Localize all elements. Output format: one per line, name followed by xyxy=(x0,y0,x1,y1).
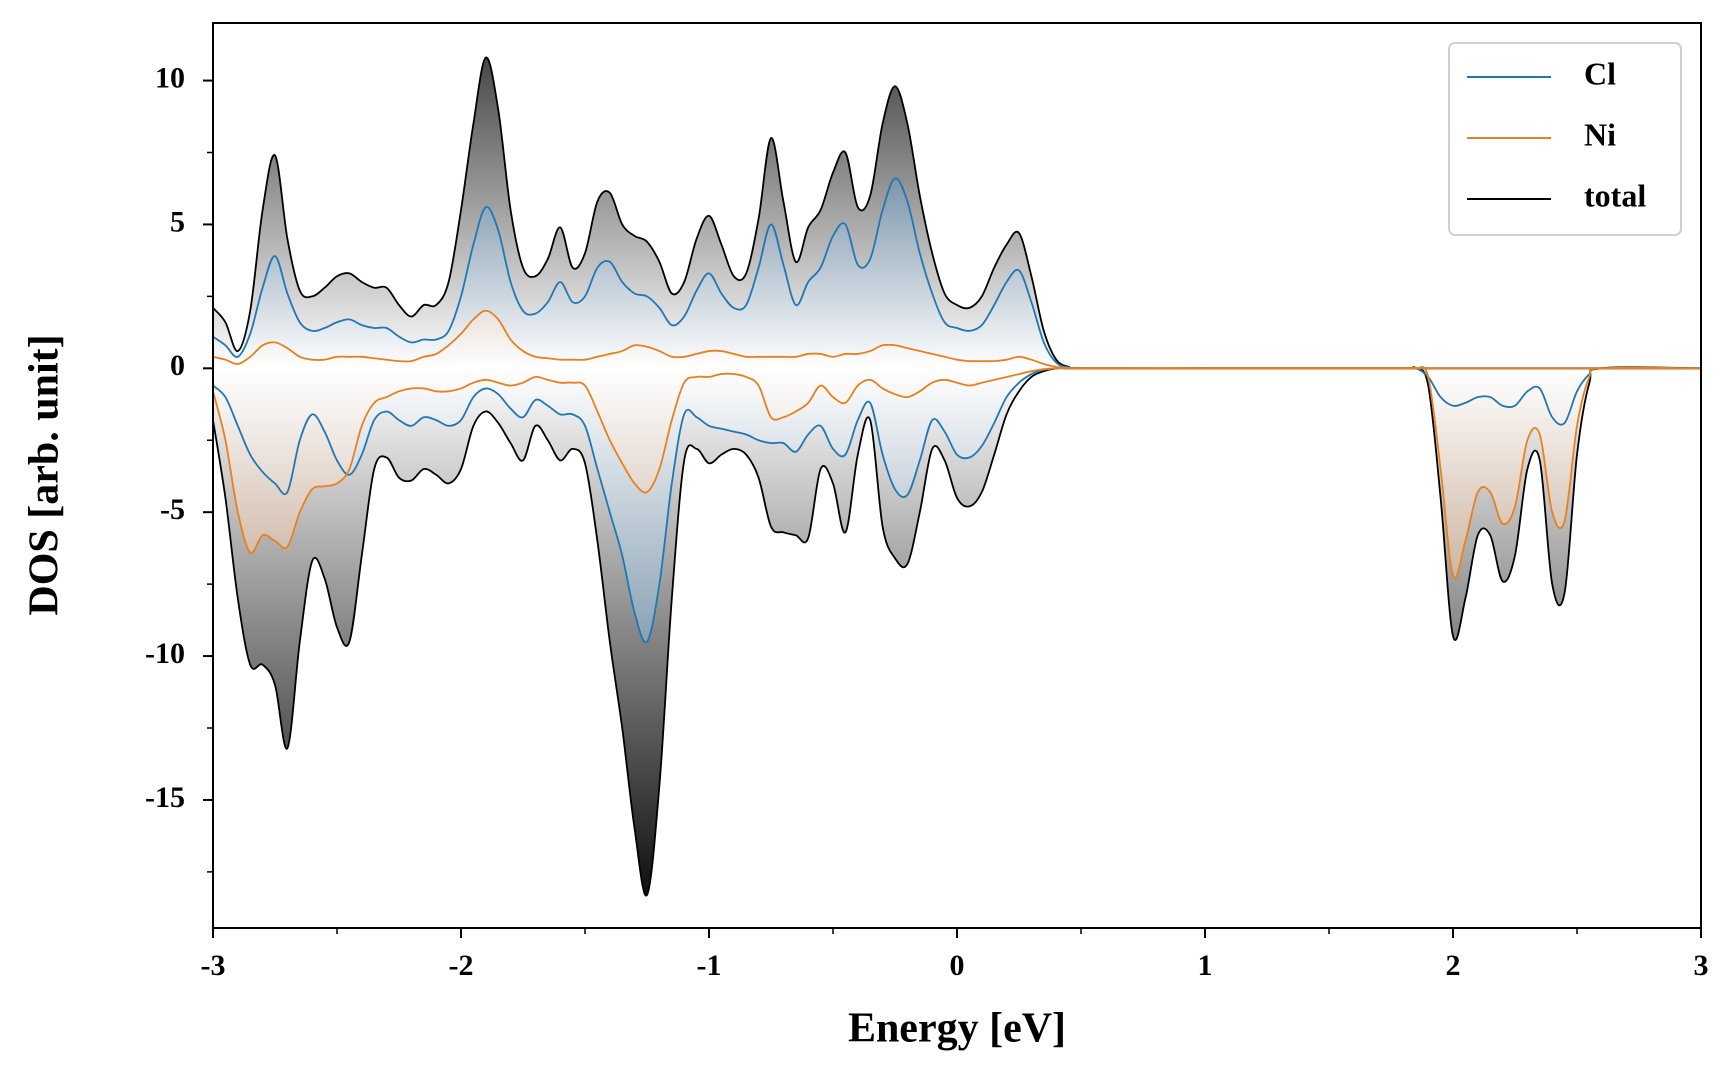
y-axis-label: DOS [arb. unit] xyxy=(22,334,68,615)
legend: Cl Ni total xyxy=(1448,42,1682,236)
legend-box xyxy=(1448,42,1682,236)
x-tick-label: 3 xyxy=(1694,949,1709,982)
x-tick-label: -2 xyxy=(449,949,474,982)
x-tick-label: 0 xyxy=(950,949,965,982)
x-tick-label: 1 xyxy=(1198,949,1213,982)
y-tick-label: -5 xyxy=(160,493,185,526)
y-tick-label: 10 xyxy=(155,61,185,94)
dos-fill xyxy=(213,366,1701,579)
plot-area xyxy=(213,56,1701,897)
y-tick-label: 0 xyxy=(170,349,185,382)
x-tick-label: -3 xyxy=(201,949,226,982)
legend-label: Cl xyxy=(1584,55,1616,91)
dos-line xyxy=(213,309,1701,370)
dos-line xyxy=(213,366,1701,897)
x-axis-label: Energy [eV] xyxy=(848,1006,1066,1052)
dos-fill xyxy=(213,178,1701,369)
x-tick-label: -1 xyxy=(697,949,722,982)
legend-label: total xyxy=(1584,177,1646,213)
y-tick-label: 5 xyxy=(170,205,185,238)
y-tick-label: -10 xyxy=(145,637,185,670)
y-tick-label: -15 xyxy=(145,781,185,814)
x-tick-label: 2 xyxy=(1446,949,1461,982)
dos-fill xyxy=(213,57,1701,369)
dos-line xyxy=(213,365,1701,579)
legend-label: Ni xyxy=(1584,116,1616,152)
